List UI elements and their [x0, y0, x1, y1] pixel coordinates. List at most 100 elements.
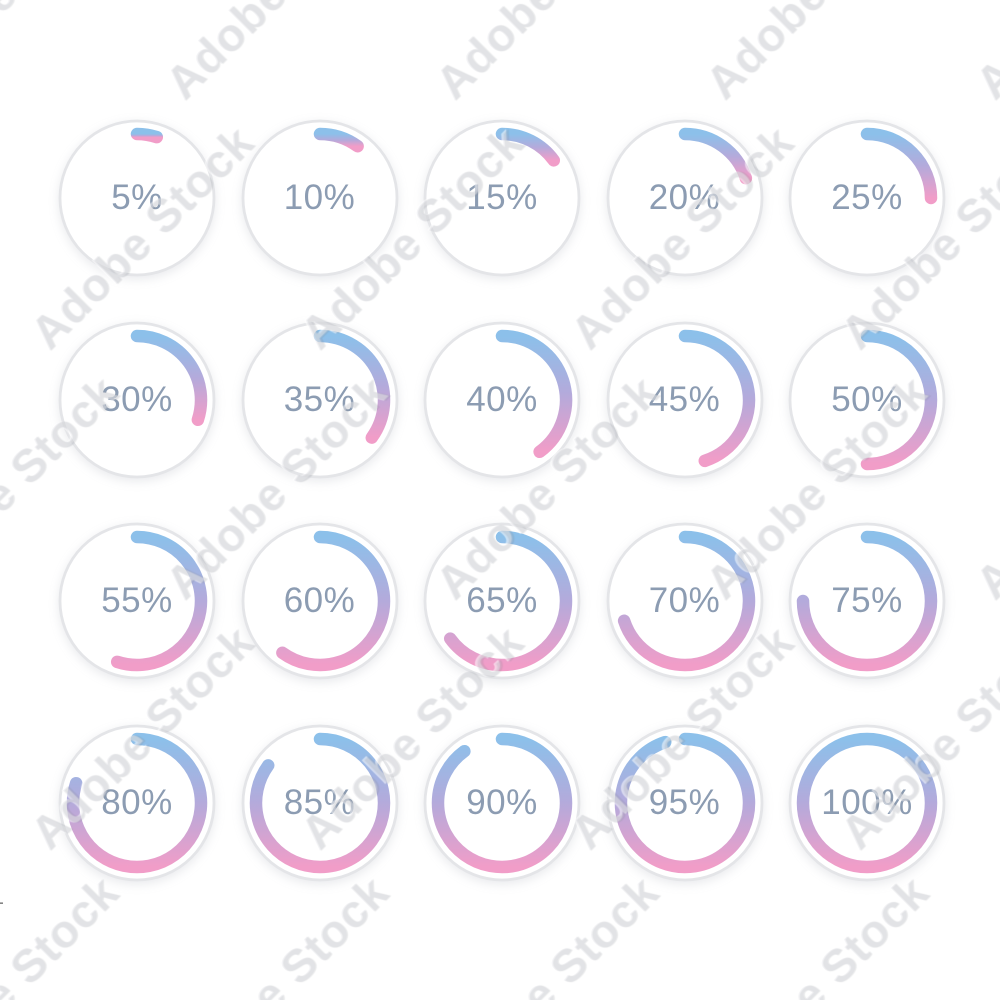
track-circle: [423, 119, 581, 277]
progress-circle-55: 55%: [47, 511, 227, 691]
track-circle: [606, 119, 763, 277]
progress-circle-50: 50%: [777, 310, 957, 490]
progress-circle-95: 95%: [595, 713, 775, 893]
track-circle: [58, 522, 216, 680]
adobe-stock-id-watermark-label: Adobe Stock | #1262254250: [0, 809, 3, 990]
percentage-label: 80%: [101, 782, 173, 822]
progress-circle-25: 25%: [777, 108, 957, 288]
percentage-label: 60%: [283, 581, 356, 620]
percentage-label: 40%: [466, 379, 538, 419]
percentage-label: 85%: [283, 782, 356, 822]
progress-arc: [66, 732, 208, 873]
percentage-label: 35%: [283, 379, 356, 419]
progress-ring-graphic: [241, 724, 398, 881]
progress-circle-65: 65%: [412, 511, 592, 691]
progress-circle-5: 5%: [47, 108, 227, 288]
percentage-label: 75%: [831, 581, 903, 620]
progress-ring-graphic: [788, 321, 946, 478]
percentage-label: 70%: [648, 581, 721, 620]
percentage-label: 10%: [283, 178, 356, 217]
track-circle: [58, 119, 216, 277]
percentage-label: 20%: [648, 178, 721, 217]
percentage-label: 45%: [648, 379, 721, 419]
progress-circle-30: 30%: [47, 310, 227, 490]
progress-ring-graphic: [606, 724, 763, 881]
percentage-label: 30%: [101, 379, 173, 419]
progress-ring-graphic: [58, 119, 216, 277]
track-circle: [423, 724, 581, 881]
track-circle: [788, 119, 946, 277]
progress-circle-70: 70%: [595, 511, 775, 691]
track-circle: [241, 724, 398, 881]
track-circle: [241, 522, 398, 680]
progress-arc: [130, 127, 164, 144]
progress-circle-60: 60%: [230, 511, 410, 691]
progress-ring-graphic: [58, 522, 216, 680]
progress-circle-80: 80%: [47, 713, 227, 893]
percentage-label: 5%: [111, 178, 163, 217]
progress-ring-graphic: [58, 724, 216, 881]
track-circle: [606, 522, 763, 680]
percentage-label: 25%: [831, 178, 903, 217]
track-circle: [606, 321, 763, 478]
progress-circle-40: 40%: [412, 310, 592, 490]
progress-arc: [443, 530, 573, 672]
progress-circle-85: 85%: [230, 713, 410, 893]
progress-arc: [860, 329, 938, 470]
progress-ring-graphic: [241, 119, 398, 277]
track-circle: [241, 119, 398, 277]
progress-ring-graphic: [241, 522, 398, 680]
progress-circle-15: 15%: [412, 108, 592, 288]
progress-ring-graphic: [606, 321, 763, 478]
progress-circle-20: 20%: [595, 108, 775, 288]
percentage-label: 50%: [831, 379, 903, 419]
track-circle: [58, 321, 216, 478]
progress-ring-graphic: [423, 119, 581, 277]
progress-arc: [495, 127, 561, 167]
progress-arc: [431, 732, 573, 873]
percentage-label: 90%: [466, 782, 538, 822]
progress-arc: [796, 732, 938, 873]
percentage-label: 55%: [101, 581, 173, 620]
progress-circle-45: 45%: [595, 310, 775, 490]
progress-arc: [796, 530, 938, 672]
track-circle: [423, 522, 581, 680]
progress-arc: [275, 530, 390, 672]
percentage-label: 65%: [466, 581, 538, 620]
progress-ring-graphic: [788, 119, 946, 277]
progress-arc: [110, 530, 208, 672]
progress-ring-graphic: [788, 522, 946, 680]
track-circle: [58, 724, 216, 881]
progress-arc: [678, 127, 752, 185]
progress-arc: [860, 127, 938, 205]
progress-arc: [495, 329, 573, 458]
progress-circle-10: 10%: [230, 108, 410, 288]
progress-arc: [249, 732, 390, 873]
progress-circle-90: 90%: [412, 713, 592, 893]
progress-arc: [313, 127, 364, 153]
percentage-label: 100%: [821, 782, 913, 822]
progress-ring-graphic: [58, 321, 216, 478]
progress-ring-graphic: [788, 724, 946, 881]
track-circle: [788, 522, 946, 680]
progress-ring-graphic: [423, 522, 581, 680]
progress-ring-graphic: [423, 321, 581, 478]
percentage-label: 15%: [466, 178, 538, 217]
track-circle: [241, 321, 398, 478]
progress-circle-100: 100%: [777, 713, 957, 893]
progress-ring-graphic: [606, 522, 763, 680]
progress-circle-35: 35%: [230, 310, 410, 490]
progress-arc: [130, 329, 208, 426]
progress-arc: [678, 329, 755, 467]
progress-ring-graphic: [423, 724, 581, 881]
progress-ring-graphic: [241, 321, 398, 478]
progress-arc: [617, 530, 755, 672]
percentage-label: 95%: [648, 782, 721, 822]
progress-ring-graphic: [606, 119, 763, 277]
track-circle: [606, 724, 763, 881]
progress-arc: [614, 732, 755, 873]
track-circle: [423, 321, 581, 478]
track-circle: [788, 321, 946, 478]
